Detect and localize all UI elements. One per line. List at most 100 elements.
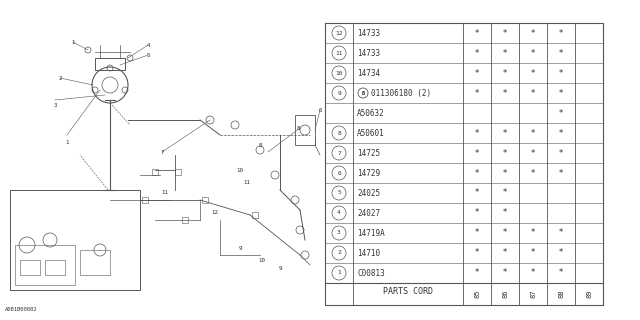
Text: PARTS CORD: PARTS CORD (383, 287, 433, 297)
Text: B: B (362, 91, 365, 95)
Text: 1: 1 (71, 39, 75, 44)
Text: *: * (475, 28, 479, 37)
Text: *: * (503, 49, 507, 58)
Bar (142, 197, 148, 203)
Bar (252, 212, 258, 218)
Bar (325, 23, 603, 305)
Text: 24025: 24025 (357, 188, 380, 197)
Text: 5: 5 (337, 190, 341, 196)
Text: *: * (503, 129, 507, 138)
Text: 4: 4 (147, 43, 150, 47)
Text: *: * (503, 169, 507, 178)
Text: 1: 1 (65, 140, 68, 145)
Text: *: * (559, 169, 563, 178)
Text: *: * (559, 268, 563, 277)
Bar (295, 115, 315, 145)
Text: 6: 6 (318, 108, 322, 113)
Text: *: * (531, 148, 535, 157)
Bar (152, 169, 158, 175)
Text: *: * (475, 169, 479, 178)
Text: *: * (531, 28, 535, 37)
Text: A50601: A50601 (357, 129, 385, 138)
Text: 14734: 14734 (357, 68, 380, 77)
Text: *: * (475, 129, 479, 138)
Text: *: * (531, 129, 535, 138)
Text: 7: 7 (337, 150, 341, 156)
Text: *: * (475, 148, 479, 157)
Bar (182, 217, 188, 223)
Text: 3: 3 (337, 230, 341, 236)
Bar (202, 197, 208, 203)
Text: *: * (531, 68, 535, 77)
Text: 011306180 (2): 011306180 (2) (371, 89, 431, 98)
Text: 14725: 14725 (357, 148, 380, 157)
Text: 9: 9 (278, 266, 282, 270)
Text: 9: 9 (238, 245, 242, 251)
Text: *: * (475, 49, 479, 58)
Text: A081B00082: A081B00082 (5, 307, 38, 312)
Text: *: * (475, 228, 479, 237)
Bar (80, 250, 110, 275)
Text: 9: 9 (337, 91, 341, 95)
Text: *: * (559, 228, 563, 237)
Text: 3: 3 (53, 102, 57, 108)
Text: *: * (559, 249, 563, 258)
Text: 10: 10 (237, 167, 243, 172)
Text: *: * (503, 209, 507, 218)
Text: *: * (503, 89, 507, 98)
Text: *: * (503, 148, 507, 157)
Text: *: * (559, 28, 563, 37)
Text: *: * (503, 249, 507, 258)
Text: 86: 86 (502, 290, 508, 298)
Text: 12: 12 (211, 210, 218, 214)
Text: *: * (559, 49, 563, 58)
Text: 10: 10 (335, 70, 343, 76)
Text: *: * (503, 268, 507, 277)
Text: 14710: 14710 (357, 249, 380, 258)
Text: *: * (531, 249, 535, 258)
Text: 85: 85 (474, 290, 480, 298)
Text: *: * (503, 228, 507, 237)
Text: 14733: 14733 (357, 49, 380, 58)
Text: *: * (559, 108, 563, 117)
Text: *: * (475, 268, 479, 277)
Bar (175, 169, 181, 175)
Bar (15, 245, 75, 285)
Text: *: * (559, 89, 563, 98)
Text: 12: 12 (335, 30, 343, 36)
Text: 10: 10 (259, 258, 266, 262)
Text: 2: 2 (58, 76, 61, 81)
Text: A50632: A50632 (357, 108, 385, 117)
Text: 89: 89 (586, 290, 592, 298)
Text: 8: 8 (296, 125, 300, 131)
Text: *: * (531, 49, 535, 58)
Text: *: * (475, 68, 479, 77)
Text: *: * (475, 188, 479, 197)
Text: *: * (531, 169, 535, 178)
Text: *: * (503, 68, 507, 77)
Text: 14719A: 14719A (357, 228, 385, 237)
Text: C00813: C00813 (357, 268, 385, 277)
Text: *: * (559, 148, 563, 157)
Text: 7: 7 (160, 149, 164, 155)
Text: 8: 8 (337, 131, 341, 135)
Text: 2: 2 (337, 251, 341, 255)
Text: *: * (503, 28, 507, 37)
Bar (45, 260, 65, 275)
Text: 24027: 24027 (357, 209, 380, 218)
Text: *: * (475, 249, 479, 258)
Text: 87: 87 (530, 290, 536, 298)
Text: 14733: 14733 (357, 28, 380, 37)
Text: *: * (531, 228, 535, 237)
Text: *: * (531, 268, 535, 277)
Text: *: * (503, 188, 507, 197)
Text: 5: 5 (147, 52, 150, 58)
Text: 4: 4 (337, 211, 341, 215)
Text: 14729: 14729 (357, 169, 380, 178)
Bar (20, 260, 40, 275)
Text: 88: 88 (558, 290, 564, 298)
Text: 11: 11 (161, 190, 168, 196)
Text: *: * (559, 129, 563, 138)
Text: *: * (475, 209, 479, 218)
Text: 11: 11 (335, 51, 343, 55)
